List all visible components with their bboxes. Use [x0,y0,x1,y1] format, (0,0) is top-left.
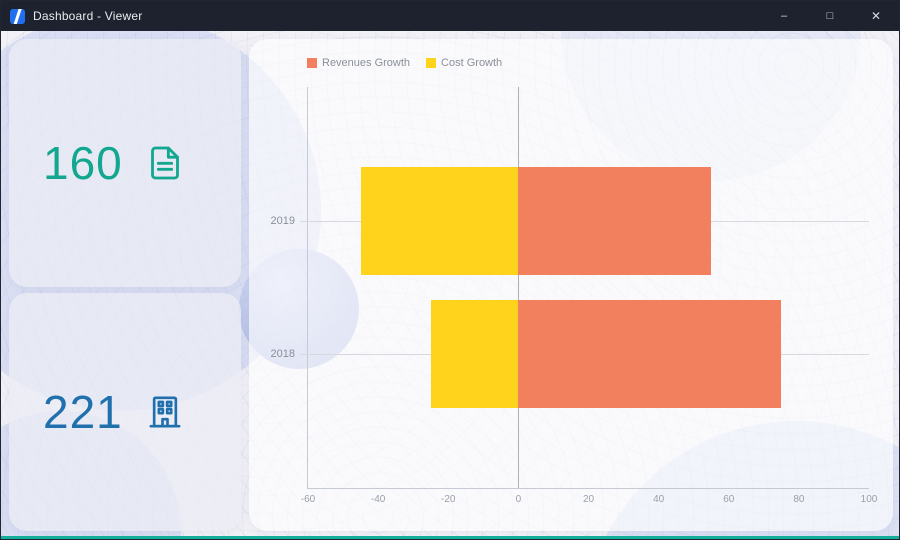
stat-card-documents: 160 [9,39,241,287]
window-title: Dashboard - Viewer [33,9,143,23]
bottom-accent-strip [1,536,899,539]
x-tick-label: 80 [793,494,805,505]
maximize-button[interactable]: □ [826,10,834,22]
x-tick-label: -60 [300,494,316,505]
category-label: 2018 [270,348,295,361]
x-tick-label: 60 [723,494,735,505]
bar-cost-growth[interactable] [430,300,519,409]
bar-revenues-growth[interactable] [518,300,782,409]
legend-item: Cost Growth [426,57,502,69]
legend-item: Revenues Growth [307,57,410,69]
building-icon [145,392,185,432]
chart-card: Revenues Growth Cost Growth 2019 2018 -60 -4… [249,39,893,531]
app-logo-icon [10,8,25,24]
x-tick-label: 20 [582,494,595,505]
plot-area: 2019 2018 -60 -40 -20 0 20 40 60 80 100 [271,87,877,505]
legend-label: Revenues Growth [322,57,411,69]
zero-axis-line [518,87,520,488]
bar-revenues-growth[interactable] [518,166,712,275]
legend-swatch [307,58,317,68]
close-button[interactable]: ✕ [870,9,882,23]
legend-label: Cost Growth [441,57,503,69]
chart-legend: Revenues Growth Cost Growth [307,57,502,69]
legend-swatch [426,58,437,68]
x-tick-label: 40 [653,494,665,505]
window-controls: – □ ✕ [761,1,899,31]
title-bar: Dashboard - Viewer – □ ✕ [1,1,899,31]
stat-card-buildings: 221 [9,293,241,531]
category-label: 2019 [270,214,295,227]
x-tick-label: 100 [860,494,878,505]
minimize-button[interactable]: – [780,10,788,22]
x-tick-label: 0 [515,494,522,505]
stat-value-documents: 160 [43,137,123,189]
document-icon [145,143,185,183]
stat-value-buildings: 221 [43,386,123,438]
bar-cost-growth[interactable] [360,166,519,275]
x-tick-label: -20 [441,494,456,505]
x-tick-label: -40 [370,494,386,505]
